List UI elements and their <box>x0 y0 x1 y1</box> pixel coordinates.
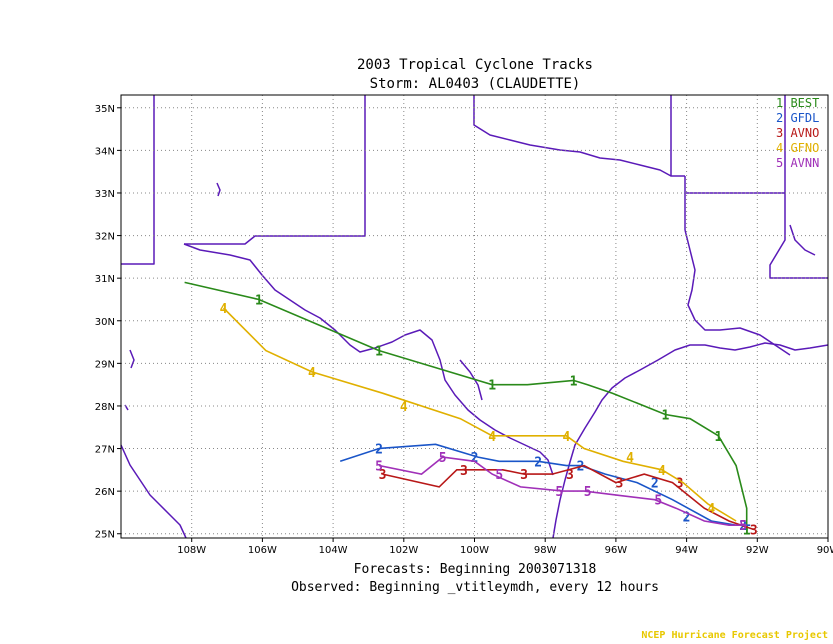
red-river <box>473 95 672 177</box>
legend-entry-best: 1 BEST <box>776 96 819 110</box>
track-marker-best: 1 <box>488 379 496 394</box>
y-axis-ticks: 25N 26N 27N 28N 29N 30N 31N 32N 33N 34N 35N <box>95 104 121 541</box>
track-marker-avno: 3 <box>616 477 624 492</box>
track-marker-gfno: 4 <box>308 366 316 381</box>
x-tick-label: 98W <box>534 545 557 556</box>
track-marker-best: 1 <box>375 345 383 360</box>
y-tick-label: 33N <box>95 189 115 200</box>
track-marker-gfno: 4 <box>562 430 570 445</box>
x-tick-label: 96W <box>605 545 628 556</box>
track-marker-avnn: 5 <box>375 460 383 475</box>
track-marker-avnn: 5 <box>555 485 563 500</box>
track-marker-avnn: 5 <box>584 485 592 500</box>
track-marker-gfdl: 2 <box>683 511 691 526</box>
y-tick-label: 30N <box>95 317 115 328</box>
state-border-ms-al <box>684 176 785 194</box>
track-marker-avnn: 5 <box>739 519 747 534</box>
y-tick-label: 27N <box>95 445 115 456</box>
track-line-avno <box>382 464 755 531</box>
track-line-gfdl <box>339 443 751 526</box>
track-marker-avno: 3 <box>520 468 528 483</box>
series-avnn: 5 5 5 5 5 5 5 <box>375 451 747 534</box>
x-tick-label: 102W <box>389 545 418 556</box>
legend-entry-gfdl: 2 GFDL <box>776 111 819 125</box>
series-gfno: 4 4 4 4 4 4 4 4 <box>220 302 737 522</box>
track-marker-best: 1 <box>715 430 723 445</box>
track-marker-gfno: 4 <box>488 430 496 445</box>
track-marker-avno: 3 <box>460 464 468 479</box>
baja-island <box>129 349 135 369</box>
x-tick-label: 94W <box>675 545 698 556</box>
y-tick-label: 25N <box>95 530 115 541</box>
track-marker-best: 1 <box>743 523 751 538</box>
x-tick-label: 100W <box>460 545 489 556</box>
track-marker-avno: 3 <box>676 477 684 492</box>
x-tick-label: 104W <box>319 545 348 556</box>
chart-subtitle: Storm: AL0403 (CLAUDETTE) <box>370 76 581 92</box>
footer-observed: Observed: Beginning _vtitleymdh, every 1… <box>291 580 659 595</box>
x-tick-label: 106W <box>248 545 277 556</box>
track-marker-gfdl: 2 <box>375 443 383 458</box>
track-marker-gfdl: 2 <box>739 519 747 534</box>
x-axis-ticks: 108W 106W 104W 102W 100W 98W 96W 94W 92W 90W <box>177 538 833 556</box>
track-marker-gfno: 4 <box>658 464 666 479</box>
mexico-coast-west <box>120 444 187 539</box>
lake-shape <box>216 182 221 197</box>
track-marker-avnn: 5 <box>439 451 447 466</box>
y-tick-label: 32N <box>95 232 115 243</box>
track-marker-best: 1 <box>570 374 578 389</box>
state-border-nm-tx <box>121 95 155 265</box>
y-tick-label: 35N <box>95 104 115 115</box>
track-marker-gfdl: 2 <box>471 451 479 466</box>
chart-title: 2003 Tropical Cyclone Tracks <box>357 57 593 73</box>
track-marker-gfdl: 2 <box>651 477 659 492</box>
track-marker-avno: 3 <box>750 523 758 538</box>
x-tick-label: 92W <box>746 545 769 556</box>
state-border-tx-ok <box>184 95 366 245</box>
track-marker-gfno: 4 <box>626 451 634 466</box>
track-marker-avno: 3 <box>379 468 387 483</box>
track-marker-gfno: 4 <box>220 302 228 317</box>
track-line-avnn <box>378 456 747 526</box>
y-tick-label: 28N <box>95 402 115 413</box>
x-tick-label: 108W <box>177 545 206 556</box>
credit-text: NCEP Hurricane Forecast Project <box>641 629 828 641</box>
legend-entry-gfno: 4 GFNO <box>776 141 819 155</box>
x-tick-label: 90W <box>817 545 833 556</box>
track-marker-avnn: 5 <box>495 468 503 483</box>
series-avno: 3 3 3 3 3 3 3 <box>379 464 758 539</box>
rio-grande <box>183 243 554 476</box>
track-marker-gfno: 4 <box>707 502 715 517</box>
track-line-best <box>184 281 748 530</box>
track-marker-gfdl: 2 <box>534 455 542 470</box>
y-tick-label: 26N <box>95 487 115 498</box>
state-border-ok-ar <box>670 95 685 177</box>
track-marker-best: 1 <box>255 293 263 308</box>
track-marker-gfno: 4 <box>400 400 408 415</box>
mississippi-river <box>684 229 791 356</box>
legend-entry-avnn: 5 AVNN <box>776 156 819 170</box>
footer-forecasts: Forecasts: Beginning 2003071318 <box>354 562 597 577</box>
track-marker-best: 1 <box>661 408 669 423</box>
legend-entry-avno: 3 AVNO <box>776 126 819 140</box>
series-best: 1 1 1 1 1 1 1 <box>184 281 751 538</box>
east-coast-segment <box>789 224 816 256</box>
track-line-gfno <box>222 307 737 522</box>
y-tick-label: 34N <box>95 146 115 157</box>
track-marker-avno: 3 <box>566 468 574 483</box>
y-tick-label: 29N <box>95 359 115 370</box>
track-marker-avnn: 5 <box>654 494 662 509</box>
state-border-ms-east <box>769 193 828 279</box>
y-tick-label: 31N <box>95 274 115 285</box>
